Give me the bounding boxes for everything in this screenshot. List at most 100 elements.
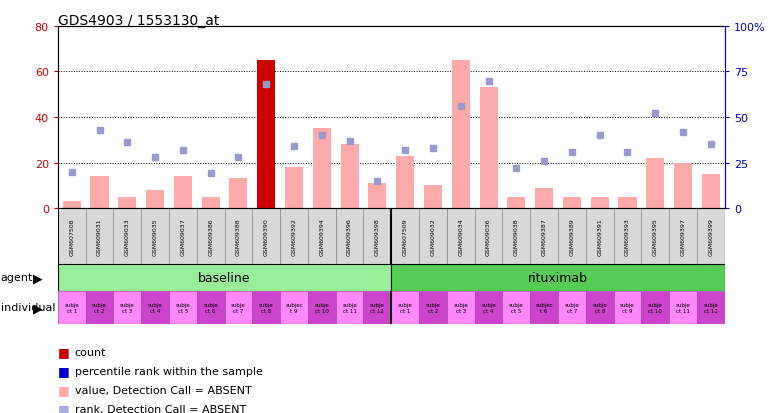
Text: agent: agent — [1, 273, 33, 283]
Bar — [86, 291, 113, 324]
Text: GSM609033: GSM609033 — [125, 218, 130, 255]
Bar — [591, 197, 609, 209]
Text: subje
ct 3: subje ct 3 — [120, 302, 135, 313]
Text: GSM607509: GSM607509 — [402, 218, 408, 255]
Bar — [230, 179, 247, 209]
Bar — [313, 129, 331, 209]
Bar — [363, 209, 391, 264]
Bar — [702, 174, 720, 209]
Text: subje
ct 10: subje ct 10 — [648, 302, 662, 313]
Text: GSM609391: GSM609391 — [598, 218, 602, 255]
Bar — [424, 186, 442, 209]
Bar — [447, 209, 475, 264]
Bar — [58, 209, 86, 264]
Bar — [391, 291, 419, 324]
Text: subje
ct 7: subje ct 7 — [231, 302, 246, 313]
Bar — [586, 291, 614, 324]
Bar — [530, 291, 558, 324]
Text: GSM609388: GSM609388 — [236, 218, 241, 255]
Bar — [113, 291, 141, 324]
Text: subje
ct 5: subje ct 5 — [176, 302, 190, 313]
Text: percentile rank within the sample: percentile rank within the sample — [75, 366, 263, 376]
Bar — [419, 291, 447, 324]
Text: GSM609395: GSM609395 — [653, 218, 658, 255]
Text: subje
ct 1: subje ct 1 — [398, 302, 412, 313]
Bar — [202, 197, 220, 209]
Bar — [558, 291, 586, 324]
Text: GSM609396: GSM609396 — [347, 218, 352, 255]
Text: ■: ■ — [58, 345, 69, 358]
Text: subje
ct 8: subje ct 8 — [259, 302, 274, 313]
Text: subje
ct 11: subje ct 11 — [342, 302, 357, 313]
Bar — [535, 188, 553, 209]
Text: GSM609392: GSM609392 — [291, 218, 297, 255]
Text: subje
ct 4: subje ct 4 — [481, 302, 496, 313]
Bar — [507, 197, 525, 209]
Bar — [224, 291, 252, 324]
Bar — [530, 209, 558, 264]
Text: subje
ct 2: subje ct 2 — [92, 302, 107, 313]
Bar — [646, 159, 665, 209]
Bar — [197, 291, 224, 324]
Text: subje
ct 12: subje ct 12 — [703, 302, 719, 313]
Bar — [86, 209, 113, 264]
Text: subjec
t 6: subjec t 6 — [535, 302, 553, 313]
Text: value, Detection Call = ABSENT: value, Detection Call = ABSENT — [75, 385, 251, 395]
Bar — [669, 209, 697, 264]
Text: GSM609031: GSM609031 — [97, 218, 102, 255]
Text: subjec
t 9: subjec t 9 — [285, 302, 303, 313]
Bar — [669, 291, 697, 324]
Bar — [697, 209, 725, 264]
Bar — [169, 209, 197, 264]
Text: subje
ct 5: subje ct 5 — [509, 302, 524, 313]
Bar — [335, 209, 363, 264]
Text: subje
ct 12: subje ct 12 — [370, 302, 385, 313]
Bar — [391, 264, 725, 291]
Text: GSM609032: GSM609032 — [430, 218, 436, 255]
Bar — [480, 88, 497, 209]
Text: GSM607508: GSM607508 — [69, 218, 74, 255]
Bar — [146, 190, 164, 209]
Text: GSM609035: GSM609035 — [153, 218, 157, 255]
Bar — [697, 291, 725, 324]
Bar — [280, 209, 308, 264]
Text: ■: ■ — [58, 402, 69, 413]
Text: GSM609399: GSM609399 — [709, 218, 713, 255]
Bar — [614, 209, 641, 264]
Bar — [169, 291, 197, 324]
Bar — [391, 209, 419, 264]
Bar — [252, 209, 280, 264]
Text: rank, Detection Call = ABSENT: rank, Detection Call = ABSENT — [75, 404, 246, 413]
Text: GSM609390: GSM609390 — [264, 218, 269, 255]
Text: baseline: baseline — [198, 271, 251, 284]
Bar — [641, 291, 669, 324]
Text: subje
ct 2: subje ct 2 — [426, 302, 440, 313]
Text: subje
ct 11: subje ct 11 — [675, 302, 691, 313]
Bar — [118, 197, 136, 209]
Text: subje
ct 4: subje ct 4 — [148, 302, 163, 313]
Bar — [341, 145, 359, 209]
Bar — [674, 163, 692, 209]
Text: subje
ct 1: subje ct 1 — [64, 302, 79, 313]
Bar — [141, 209, 169, 264]
Bar — [586, 209, 614, 264]
Bar — [62, 202, 81, 209]
Text: GSM609036: GSM609036 — [486, 218, 491, 255]
Text: individual: individual — [1, 303, 56, 313]
Bar — [475, 291, 503, 324]
Bar — [308, 209, 335, 264]
Text: rituximab: rituximab — [528, 271, 588, 284]
Text: ■: ■ — [58, 383, 69, 396]
Bar — [419, 209, 447, 264]
Text: count: count — [75, 347, 106, 357]
Bar — [252, 291, 280, 324]
Bar — [90, 177, 109, 209]
Bar — [503, 209, 530, 264]
Text: subje
ct 3: subje ct 3 — [453, 302, 468, 313]
Bar — [503, 291, 530, 324]
Bar — [58, 291, 86, 324]
Text: GDS4903 / 1553130_at: GDS4903 / 1553130_at — [58, 14, 219, 28]
Text: GSM609034: GSM609034 — [458, 218, 463, 255]
Text: GSM609389: GSM609389 — [570, 218, 574, 255]
Bar — [641, 209, 669, 264]
